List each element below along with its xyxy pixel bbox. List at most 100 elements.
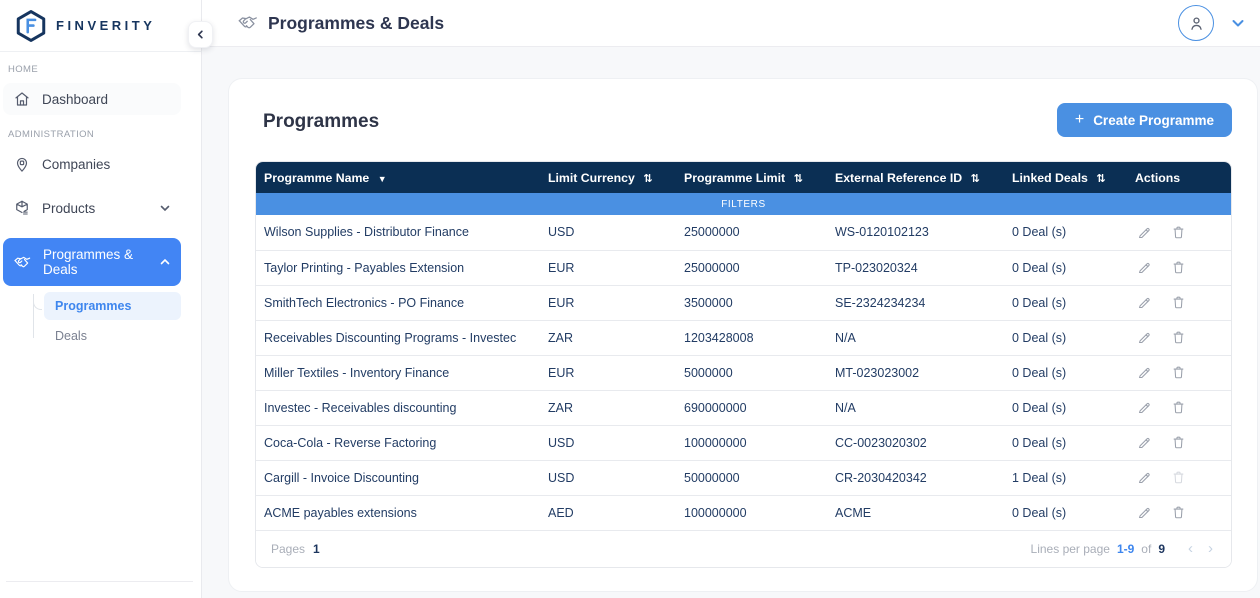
delete-icon[interactable]: [1171, 400, 1186, 415]
section-label-home: HOME: [8, 64, 39, 75]
programme-name-link[interactable]: Wilson Supplies - Distributor Finance: [264, 225, 469, 240]
current-page-number[interactable]: 1: [313, 541, 320, 556]
sidebar-collapse-button[interactable]: [188, 21, 213, 48]
edit-icon[interactable]: [1137, 400, 1152, 415]
column-header-limit-currency[interactable]: Limit Currency ⇅: [548, 170, 653, 185]
limit-currency-cell: AED: [548, 505, 574, 520]
delete-icon[interactable]: [1171, 505, 1186, 520]
limit-currency-cell: ZAR: [548, 400, 573, 415]
delete-icon[interactable]: [1171, 330, 1186, 345]
edit-icon[interactable]: [1137, 470, 1152, 485]
linked-deals-cell: 0 Deal (s): [1012, 505, 1067, 520]
column-header-external-reference-id[interactable]: External Reference ID ⇅: [835, 170, 980, 185]
programme-name-link[interactable]: Taylor Printing - Payables Extension: [264, 260, 465, 275]
table-row: Miller Textiles - Inventory Finance EUR …: [256, 355, 1231, 390]
card-title: Programmes: [263, 111, 380, 132]
pagination-bar: Pages 1 Lines per page 1-9 of 9 ‹ ›: [256, 530, 1231, 567]
sidebar-item-label: Companies: [42, 156, 111, 172]
create-programme-label: Create Programme: [1093, 112, 1214, 128]
programme-name-link[interactable]: Miller Textiles - Inventory Finance: [264, 365, 450, 380]
programme-name-link[interactable]: ACME payables extensions: [264, 505, 417, 520]
top-header: Programmes & Deals: [202, 0, 1260, 47]
programme-limit-cell: 25000000: [684, 225, 740, 240]
edit-icon[interactable]: [1137, 365, 1152, 380]
delete-icon[interactable]: [1171, 225, 1186, 240]
limit-currency-cell: EUR: [548, 295, 575, 310]
external-reference-cell: MT-023023002: [835, 365, 920, 380]
delete-icon[interactable]: [1171, 365, 1186, 380]
sidebar-item-dashboard[interactable]: Dashboard: [3, 83, 181, 115]
lines-range[interactable]: 1-9: [1116, 541, 1135, 556]
chevron-up-icon: [159, 256, 171, 268]
handshake-icon: [13, 253, 32, 272]
edit-icon[interactable]: [1137, 435, 1152, 450]
sort-icon[interactable]: ⇅: [793, 172, 803, 185]
sort-desc-icon[interactable]: ▼: [377, 173, 387, 184]
external-reference-cell: N/A: [835, 400, 856, 415]
column-header-linked-deals[interactable]: Linked Deals ⇅: [1012, 170, 1106, 185]
limit-currency-cell: USD: [548, 225, 575, 240]
location-pin-icon: [13, 155, 31, 173]
linked-deals-cell: 0 Deal (s): [1012, 400, 1067, 415]
programmes-card: Programmes + Create Programme Programme …: [228, 78, 1258, 592]
home-icon: [13, 90, 31, 108]
delete-icon: [1171, 470, 1186, 485]
edit-icon[interactable]: [1137, 330, 1152, 345]
table-row: Receivables Discounting Programs - Inves…: [256, 320, 1231, 355]
programme-limit-cell: 1203428008: [684, 330, 754, 345]
of-label: of: [1141, 541, 1152, 556]
delete-icon[interactable]: [1171, 260, 1186, 275]
linked-deals-cell: 0 Deal (s): [1012, 225, 1067, 240]
column-header-actions: Actions: [1135, 170, 1181, 185]
brand-logo[interactable]: FINVERITY: [0, 0, 201, 52]
edit-icon[interactable]: [1137, 295, 1152, 310]
user-avatar[interactable]: [1178, 5, 1214, 41]
submenu-guide: [33, 294, 34, 338]
programme-limit-cell: 100000000: [684, 435, 747, 450]
previous-page-icon[interactable]: ‹: [1188, 540, 1193, 557]
sidebar-subitem-programmes[interactable]: Programmes: [44, 292, 181, 320]
table-row: Investec - Receivables discounting ZAR 6…: [256, 390, 1231, 425]
linked-deals-cell: 0 Deal (s): [1012, 260, 1067, 275]
programme-name-link[interactable]: Coca-Cola - Reverse Factoring: [264, 435, 437, 450]
programme-name-link[interactable]: Investec - Receivables discounting: [264, 400, 457, 415]
sidebar-item-products[interactable]: Products: [3, 192, 181, 224]
column-header-programme-limit[interactable]: Programme Limit ⇅: [684, 170, 803, 185]
sidebar-item-label: Dashboard: [42, 91, 109, 107]
table-row: Wilson Supplies - Distributor Finance US…: [256, 215, 1231, 250]
edit-icon[interactable]: [1137, 260, 1152, 275]
delete-icon[interactable]: [1171, 435, 1186, 450]
handshake-icon: [237, 12, 259, 34]
sort-icon[interactable]: ⇅: [1096, 172, 1106, 185]
brand-name: FINVERITY: [56, 18, 156, 33]
table-row: Taylor Printing - Payables Extension EUR…: [256, 250, 1231, 285]
edit-icon[interactable]: [1137, 505, 1152, 520]
delete-icon[interactable]: [1171, 295, 1186, 310]
pages-label: Pages: [271, 541, 306, 556]
programme-name-link[interactable]: Cargill - Invoice Discounting: [264, 470, 419, 485]
table-row: ACME payables extensions AED 100000000 A…: [256, 495, 1231, 530]
page-title: Programmes & Deals: [268, 12, 445, 33]
edit-icon[interactable]: [1137, 225, 1152, 240]
filters-bar[interactable]: FILTERS: [256, 193, 1231, 215]
external-reference-cell: CR-2030420342: [835, 470, 927, 485]
sidebar: FINVERITY HOME Dashboard ADMINISTRATION …: [0, 0, 202, 598]
programme-limit-cell: 3500000: [684, 295, 733, 310]
sidebar-subitem-deals[interactable]: Deals: [55, 329, 87, 343]
programmes-deals-submenu: Programmes Deals: [0, 292, 201, 350]
sort-icon[interactable]: ⇅: [643, 172, 653, 185]
person-icon: [1187, 14, 1206, 33]
programme-name-link[interactable]: SmithTech Electronics - PO Finance: [264, 295, 465, 310]
next-page-icon[interactable]: ›: [1208, 540, 1213, 557]
table-body: Wilson Supplies - Distributor Finance US…: [256, 215, 1231, 530]
sort-icon[interactable]: ⇅: [970, 172, 980, 185]
sidebar-item-companies[interactable]: Companies: [3, 148, 181, 180]
linked-deals-cell: 0 Deal (s): [1012, 295, 1067, 310]
package-box-icon: [13, 199, 31, 217]
account-menu-chevron-icon[interactable]: [1230, 15, 1246, 31]
create-programme-button[interactable]: + Create Programme: [1056, 103, 1232, 137]
finverity-hexagon-logo-icon: [14, 9, 48, 43]
column-header-programme-name[interactable]: Programme Name ▼: [264, 170, 387, 185]
sidebar-item-programmes-deals[interactable]: Programmes & Deals: [3, 238, 181, 286]
programme-name-link[interactable]: Receivables Discounting Programs - Inves…: [264, 330, 517, 345]
